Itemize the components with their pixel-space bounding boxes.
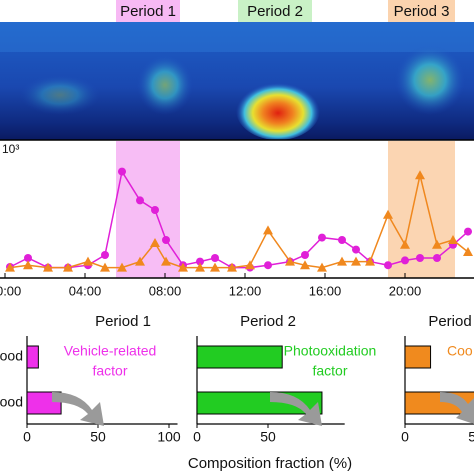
marker	[337, 256, 347, 266]
marker	[135, 256, 145, 266]
marker	[448, 235, 458, 244]
marker	[136, 196, 144, 205]
marker	[401, 256, 409, 265]
marker	[162, 236, 170, 244]
marker	[301, 251, 309, 259]
x-tick-label: 12:00	[229, 283, 262, 298]
x-tick-label: 50	[90, 429, 106, 445]
heatmap-blob	[236, 80, 320, 140]
marker	[117, 262, 127, 272]
x-tick-label: 20:00	[389, 283, 422, 298]
marker	[365, 256, 375, 266]
marker	[400, 239, 410, 249]
marker	[101, 251, 109, 259]
period-label: Period 3	[394, 3, 450, 20]
x-tick-label: 16:00	[309, 283, 342, 298]
heatmap-blob	[20, 75, 100, 115]
heatmap-blob	[137, 55, 193, 115]
period-label-bg	[388, 0, 455, 22]
heatmap-blob	[395, 45, 465, 115]
panel-title: Period 1	[95, 313, 151, 330]
marker	[317, 262, 327, 272]
marker	[100, 262, 110, 272]
marker	[264, 261, 272, 270]
marker	[211, 254, 219, 262]
marker	[196, 257, 204, 266]
period-label: Period 1	[120, 3, 176, 20]
marker	[338, 236, 346, 244]
bar	[196, 345, 283, 369]
x-tick-label: 100	[157, 429, 181, 445]
marker	[245, 260, 255, 270]
marker	[150, 238, 160, 247]
marker	[118, 167, 126, 176]
annotation: Vehicle-related	[64, 343, 157, 359]
marker	[43, 262, 53, 272]
marker	[285, 256, 295, 266]
period-label: Period 2	[247, 3, 303, 20]
x-tick-label: 0	[23, 429, 31, 445]
x-tick-label: 0	[401, 429, 409, 445]
period-label-bg	[116, 0, 180, 22]
marker	[433, 254, 441, 262]
heatmap-band	[0, 22, 474, 52]
marker	[432, 239, 442, 249]
marker	[83, 256, 93, 266]
category-label: ood	[0, 348, 23, 364]
marker	[151, 206, 159, 214]
arrow	[52, 392, 104, 426]
marker	[463, 247, 473, 256]
category-label: ood	[0, 394, 23, 410]
marker	[195, 262, 205, 272]
annotation: factor	[92, 363, 127, 379]
x-tick-label: 08:00	[149, 283, 182, 298]
marker	[415, 170, 425, 180]
marker	[416, 254, 424, 262]
panel-title: Period 2	[240, 313, 296, 330]
arrow	[440, 392, 474, 424]
y-axis-label: 10³	[2, 142, 19, 156]
marker	[23, 260, 33, 270]
bar	[26, 345, 39, 369]
marker	[384, 261, 392, 270]
marker	[210, 262, 220, 272]
x-tick-label: 04:00	[69, 283, 102, 298]
marker	[300, 260, 310, 270]
annotation: factor	[312, 363, 347, 379]
annotation: Photooxidation	[284, 343, 377, 359]
annotation: Coo	[447, 343, 473, 359]
x-tick-label: 50	[260, 429, 276, 445]
marker	[318, 233, 326, 242]
marker	[5, 262, 15, 272]
marker	[383, 209, 393, 219]
marker	[464, 227, 472, 236]
x-tick-label: 50	[468, 429, 474, 445]
bar	[404, 345, 432, 369]
panel-title: Period	[428, 313, 471, 330]
arrow	[270, 392, 322, 426]
period-label-bg	[238, 0, 312, 22]
marker	[63, 262, 73, 272]
series-line	[9, 169, 469, 269]
marker	[178, 262, 188, 272]
marker	[161, 256, 171, 266]
x-tick-label: 0	[193, 429, 201, 445]
marker	[227, 262, 237, 272]
marker	[352, 245, 360, 254]
period-band	[116, 141, 180, 278]
heatmap	[0, 22, 474, 141]
line-panel: 10³ 00:00 04:00 08:00 12:00 16:00 20:00	[0, 141, 474, 298]
marker	[351, 256, 361, 266]
series-line	[9, 175, 469, 269]
x-tick-label: 00:00	[0, 283, 21, 298]
marker	[263, 225, 273, 235]
x-axis-label: Composition fraction (%)	[188, 455, 352, 472]
marker	[24, 254, 32, 262]
bar-panels: Period 1 0 50 100 ood ood Vehicle-related facto…	[0, 313, 474, 445]
